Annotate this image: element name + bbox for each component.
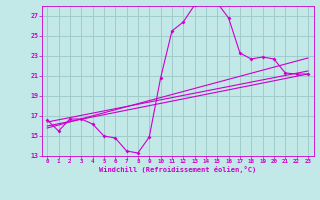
- X-axis label: Windchill (Refroidissement éolien,°C): Windchill (Refroidissement éolien,°C): [99, 166, 256, 173]
